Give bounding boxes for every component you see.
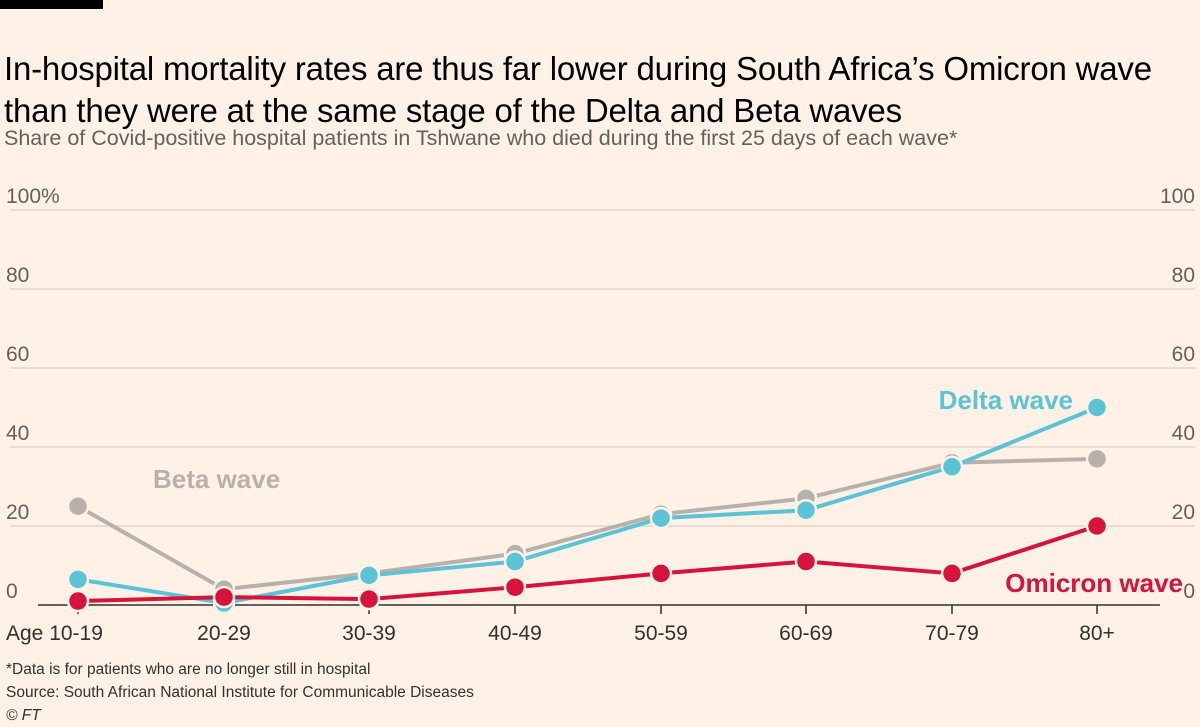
omicron-wave-point — [1085, 514, 1109, 538]
y-tick-label-right: 60 — [1172, 343, 1195, 366]
beta-wave-point — [1085, 447, 1109, 471]
mortality-line-chart: 100% 100 80 80 60 60 40 40 20 20 0 0 Age 10-19 20-29 3… — [6, 185, 1195, 645]
y-tick-label-left: 100% — [6, 185, 60, 208]
x-tick-label: 80+ — [1079, 622, 1115, 645]
omicron-wave-series — [66, 514, 1109, 613]
ft-brand-bar — [0, 0, 103, 9]
y-tick-label-left: 60 — [6, 343, 29, 366]
chart-subtitle: Share of Covid-positive hospital patient… — [4, 126, 958, 150]
y-tick-label-left: 20 — [6, 501, 29, 524]
x-tick-label: 40-49 — [488, 622, 542, 645]
delta-wave-point — [940, 455, 964, 478]
y-tick-label-left: 0 — [6, 580, 18, 603]
omicron-wave-point — [794, 550, 818, 573]
omicron-wave-point — [357, 587, 381, 611]
x-tick-label: 20-29 — [197, 622, 251, 645]
delta-wave-point — [794, 498, 818, 522]
omicron-wave-point — [649, 562, 673, 585]
y-tick-label-right: 80 — [1172, 264, 1195, 287]
delta-wave-point — [1085, 396, 1109, 419]
chart-title: In-hospital mortality rates are thus far… — [4, 50, 1152, 130]
omicron-wave-point — [212, 585, 236, 609]
y-tick-label-right: 0 — [1183, 580, 1195, 603]
delta-wave-point — [503, 550, 527, 573]
omicron-wave-label: Omicron wave — [1005, 568, 1183, 598]
delta-wave-point — [357, 564, 381, 587]
x-tick-label: 50-59 — [634, 622, 688, 645]
omicron-wave-point — [66, 589, 90, 613]
omicron-wave-line — [76, 524, 1099, 604]
y-tick-label-right: 40 — [1172, 422, 1195, 445]
copyright: © FT — [6, 707, 41, 724]
y-tick-label-left: 40 — [6, 422, 29, 445]
delta-wave-point — [66, 568, 90, 591]
x-tick-label: 60-69 — [779, 622, 833, 645]
omicron-wave-point — [503, 575, 527, 599]
delta-wave-label: Delta wave — [939, 385, 1073, 415]
y-tick-label-right: 20 — [1172, 501, 1195, 524]
delta-wave-point — [649, 506, 673, 530]
beta-wave-line — [76, 456, 1099, 592]
x-tick-label: Age 10-19 — [6, 622, 103, 645]
y-tick-label-left: 80 — [6, 264, 29, 287]
omicron-wave-point — [940, 562, 964, 585]
beta-wave-point — [66, 495, 90, 518]
x-tick-label: 70-79 — [925, 622, 979, 645]
y-tick-label-right: 100 — [1160, 185, 1195, 208]
x-tick-label: 30-39 — [342, 622, 396, 645]
source-note: Source: South African National Institute… — [6, 684, 474, 701]
beta-wave-label: Beta wave — [153, 464, 280, 494]
footnote: *Data is for patients who are no longer … — [6, 661, 371, 678]
